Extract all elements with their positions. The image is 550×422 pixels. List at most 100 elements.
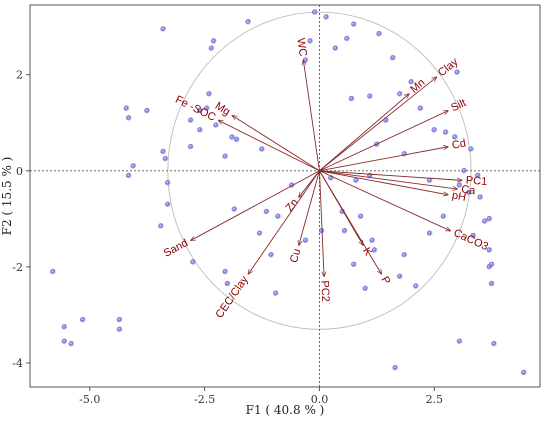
observation-point: [383, 117, 389, 124]
loading-label: Cu: [288, 247, 303, 264]
loading-arrow: [319, 170, 457, 189]
x-tick-label: 0.0: [311, 393, 329, 406]
observation-point: [341, 227, 348, 234]
loading-arrow: [232, 116, 320, 172]
observation-point: [125, 172, 132, 179]
observation-point: [162, 155, 169, 162]
observation-point: [208, 45, 215, 52]
observation-point: [268, 251, 275, 258]
observation-point: [401, 151, 408, 157]
observation-point: [125, 115, 132, 121]
loading-arrow: [191, 170, 320, 241]
y-tick-label: 0: [16, 165, 23, 178]
observation-point: [426, 177, 433, 184]
observation-point: [369, 237, 376, 244]
observation-point: [61, 338, 68, 345]
observation-point: [417, 105, 424, 112]
plot-area: -5.0 -2.5 0.0 2.5-4-202WCMnClaySiltCdPC1Cap…: [12, 4, 541, 406]
y-tick-label: -4: [12, 357, 23, 370]
observation-point: [376, 30, 383, 37]
plot-frame: [29, 4, 541, 388]
observation-point: [229, 134, 236, 141]
observation-point: [468, 146, 474, 153]
observation-point: [481, 218, 488, 225]
observation-point: [164, 179, 171, 186]
observation-point: [233, 136, 240, 143]
loading-label: Silt: [449, 97, 468, 114]
observation-point: [344, 35, 350, 42]
observation-point: [116, 326, 123, 333]
observation-point: [302, 237, 309, 244]
observation-point: [461, 167, 468, 174]
loading-arrow: [319, 147, 448, 172]
observation-point: [323, 14, 330, 20]
observation-points: [50, 9, 527, 376]
observation-point: [259, 146, 265, 153]
observation-point: [390, 54, 396, 61]
loading-label: WC: [294, 37, 309, 57]
y-tick-label: -2: [12, 261, 23, 274]
observation-point: [203, 105, 210, 112]
observation-point: [231, 206, 238, 213]
observation-point: [442, 129, 449, 136]
observation-point: [311, 9, 318, 16]
observation-point: [396, 90, 403, 97]
observation-point: [61, 324, 68, 330]
observation-point: [263, 208, 270, 215]
observation-point: [272, 290, 279, 297]
observation-point: [158, 223, 164, 229]
observation-point: [477, 194, 484, 201]
observation-point: [486, 247, 493, 253]
x-tick-label: 2.5: [426, 393, 444, 406]
loading-label: Cd: [451, 137, 467, 151]
loading-arrow: [299, 170, 320, 245]
loading-arrow: [319, 111, 448, 172]
loading-arrow: [319, 170, 450, 231]
observation-point: [521, 369, 527, 376]
observation-point: [197, 107, 203, 114]
observation-point: [431, 127, 438, 133]
observation-point: [245, 18, 252, 25]
x-tick-label: -2.5: [194, 393, 215, 406]
observation-point: [486, 215, 493, 222]
loading-arrow: [319, 170, 461, 181]
observation-point: [68, 340, 75, 347]
observation-point: [491, 340, 497, 347]
observation-point: [160, 148, 167, 155]
observation-point: [164, 201, 171, 208]
loading-arrow: [319, 170, 448, 195]
observation-point: [332, 45, 339, 52]
y-tick-label: 2: [16, 69, 23, 82]
loading-label: PC1: [465, 175, 487, 188]
loading-arrow: [248, 170, 320, 274]
loading-label: Ca: [460, 184, 476, 198]
observation-point: [456, 338, 463, 345]
observation-point: [144, 107, 151, 114]
observation-point: [452, 134, 458, 141]
observation-point: [213, 122, 219, 129]
loading-arrow: [303, 60, 320, 171]
observation-point: [396, 273, 403, 280]
observation-point: [187, 143, 194, 150]
observation-point: [371, 247, 378, 253]
observation-point: [206, 90, 213, 97]
observation-point: [408, 78, 415, 85]
observation-point: [357, 213, 364, 220]
observation-point: [197, 127, 203, 133]
observation-point: [224, 280, 231, 287]
observation-point: [353, 177, 360, 184]
loading-arrow: [218, 120, 320, 172]
observation-point: [392, 364, 399, 371]
observation-point: [367, 93, 373, 100]
observation-point: [210, 38, 217, 44]
observation-point: [187, 117, 194, 124]
observation-point: [190, 259, 197, 265]
observation-point: [222, 268, 229, 275]
x-tick-label: -5.0: [79, 393, 100, 406]
observation-point: [440, 213, 447, 220]
y-axis-label: F2 ( 15.5 % ): [0, 157, 14, 236]
observation-point: [50, 268, 56, 275]
observation-point: [116, 316, 123, 323]
observation-point: [426, 230, 433, 237]
